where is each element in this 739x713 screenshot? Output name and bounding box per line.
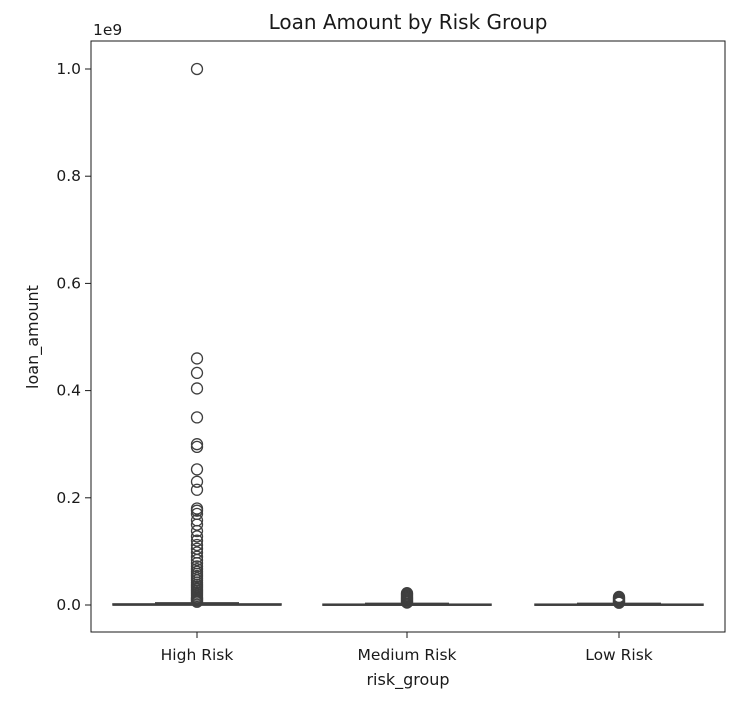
x-tick-label: Medium Risk [357, 646, 456, 664]
box-group [322, 587, 492, 609]
outlier-point [190, 530, 204, 543]
x-tick-label: High Risk [161, 646, 234, 664]
outlier-point [190, 550, 204, 563]
outlier-point [190, 595, 204, 608]
outlier-point [612, 596, 626, 609]
y-axis-label: loan_amount [23, 285, 43, 389]
y-axis-offset-label: 1e9 [93, 21, 122, 39]
outlier-point [190, 62, 204, 76]
outlier-point [190, 538, 204, 552]
chart-title: Loan Amount by Risk Group [269, 10, 548, 34]
outlier-point [190, 524, 204, 538]
outlier-point [190, 483, 204, 496]
x-axis-ticks: High Risk Medium Risk Low Risk [161, 632, 653, 664]
x-axis-label: risk_group [366, 670, 449, 690]
y-tick-label: 0.8 [56, 167, 81, 185]
outlier-point [400, 596, 414, 609]
outlier-point [190, 366, 204, 380]
outlier-point [190, 438, 204, 451]
y-axis-ticks: 0.0 0.2 0.4 0.6 0.8 1.0 [56, 60, 91, 614]
outlier-point [190, 534, 204, 547]
outlier-point [190, 382, 204, 395]
x-tick-label: Low Risk [585, 646, 653, 664]
outlier-point [190, 475, 204, 488]
outlier-point [190, 411, 204, 424]
outlier-point [190, 463, 204, 476]
outlier-point [190, 440, 204, 454]
box-series [112, 62, 704, 609]
y-tick-label: 0.2 [56, 489, 81, 507]
y-tick-label: 0.0 [56, 596, 81, 614]
outlier-point [190, 553, 204, 567]
box-group [534, 590, 704, 609]
plot-area-frame [90, 40, 726, 633]
outlier-point [190, 518, 204, 531]
outlier-point [190, 352, 204, 365]
y-tick-label: 1.0 [56, 60, 81, 78]
box-group [112, 62, 282, 608]
y-tick-label: 0.4 [56, 382, 81, 400]
y-tick-label: 0.6 [56, 274, 81, 292]
outlier-point [190, 504, 204, 517]
